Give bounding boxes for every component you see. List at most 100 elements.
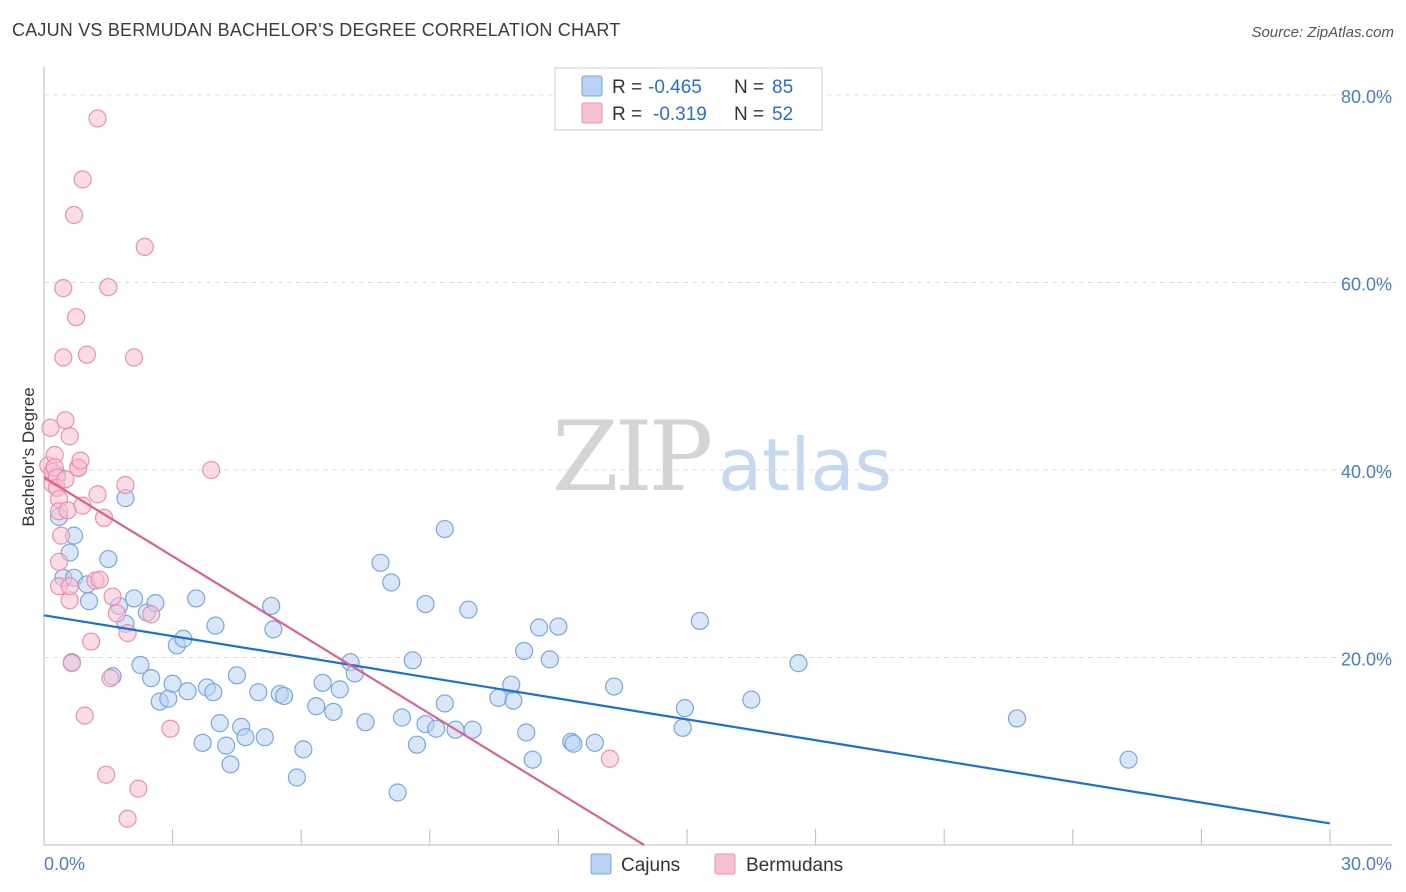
cajuns-point-17 — [142, 669, 161, 688]
y-tick-label-60: 60.0% — [1341, 275, 1392, 295]
cajuns-point-72 — [540, 650, 559, 669]
cajuns-point-24 — [178, 682, 197, 701]
cajuns-point-44 — [307, 697, 326, 716]
cajuns-point-71 — [530, 618, 549, 637]
cajuns-point-55 — [403, 651, 422, 670]
cajuns-trend-line — [43, 614, 1331, 825]
cajuns-point-75 — [564, 734, 583, 753]
cajuns-point-59 — [427, 719, 446, 738]
cajuns-point-25 — [187, 589, 206, 608]
bermudans-trend-line — [43, 476, 645, 846]
bermudans-point-31 — [82, 632, 101, 651]
legend-n-label-cajuns: N = — [734, 77, 764, 98]
legend-r-value-cajuns: -0.465 — [648, 77, 702, 98]
cajuns-point-53 — [388, 783, 407, 802]
bermudans-point-39 — [101, 669, 120, 688]
bermudans-point-21 — [62, 654, 81, 673]
cajuns-point-79 — [675, 699, 694, 718]
x-tick-labels: 0.0% 30.0% — [44, 854, 1392, 874]
bermudans-point-22 — [64, 205, 84, 225]
cajuns-point-28 — [204, 683, 223, 702]
y-tick-label-20: 20.0% — [1341, 650, 1392, 670]
bottom-swatch-cajuns — [590, 853, 612, 875]
cajuns-point-51 — [371, 553, 390, 572]
series-cajuns — [47, 465, 1138, 802]
cajuns-point-73 — [549, 617, 568, 636]
cajuns-point-70 — [523, 750, 542, 769]
cajuns-point-20 — [159, 689, 178, 708]
cajuns-point-41 — [274, 686, 294, 706]
cajuns-point-68 — [515, 641, 534, 661]
bermudans-point-14 — [54, 279, 73, 298]
bottom-legend-bermudans: Bermudans — [746, 855, 843, 876]
cajuns-point-29 — [206, 616, 225, 635]
watermark-zip: ZIP — [552, 401, 711, 513]
cajuns-point-15 — [131, 655, 150, 675]
cajuns-point-46 — [324, 702, 343, 721]
bermudans-point-12 — [52, 526, 71, 545]
source-credit: Source: ZipAtlas.com — [1251, 24, 1394, 41]
cajuns-point-58 — [416, 594, 435, 614]
cajuns-point-69 — [517, 723, 536, 742]
bermudans-point-50 — [202, 460, 221, 480]
series-legend: Cajuns Bermudans — [590, 853, 843, 876]
bermudans-point-33 — [88, 485, 107, 504]
cajuns-point-83 — [1007, 709, 1027, 728]
bermudans-point-42 — [116, 475, 135, 495]
cajuns-point-43 — [294, 740, 313, 759]
cajuns-point-36 — [249, 683, 268, 702]
cajuns-point-35 — [236, 728, 255, 747]
axes — [43, 66, 1392, 846]
cajuns-point-54 — [392, 708, 412, 727]
cajuns-point-31 — [217, 736, 236, 755]
bermudans-point-23 — [67, 308, 86, 327]
cajuns-point-30 — [210, 714, 229, 733]
legend-swatch-bermudans — [581, 102, 603, 124]
cajuns-point-78 — [673, 718, 692, 737]
cajuns-point-26 — [193, 733, 212, 752]
bermudans-point-41 — [107, 604, 126, 623]
bermudans-point-26 — [71, 451, 90, 470]
gridlines — [44, 94, 1392, 658]
y-tick-label-80: 80.0% — [1341, 87, 1392, 107]
stats-legend: R = -0.465 N = 85 R = -0.319 N = 52 — [554, 67, 823, 131]
legend-n-value-bermudans: 52 — [772, 104, 793, 125]
series-bermudans — [39, 109, 619, 828]
cajuns-point-52 — [382, 573, 401, 592]
bermudans-point-10 — [49, 552, 69, 571]
bermudans-point-20 — [60, 577, 79, 596]
cajuns-point-64 — [463, 720, 482, 739]
cajuns-point-38 — [262, 596, 281, 616]
bermudans-point-47 — [135, 237, 154, 256]
cajuns-point-56 — [407, 735, 427, 754]
cajuns-point-63 — [459, 600, 478, 619]
cajuns-point-77 — [605, 677, 624, 696]
bermudans-point-15 — [56, 411, 75, 430]
legend-r-value-bermudans: -0.319 — [653, 104, 707, 125]
cajuns-point-50 — [356, 713, 375, 732]
cajuns-point-37 — [255, 728, 274, 747]
cajuns-point-42 — [287, 768, 307, 787]
cajuns-point-67 — [504, 691, 523, 710]
legend-r-label-cajuns: R = — [612, 77, 642, 98]
bermudans-point-48 — [142, 605, 161, 624]
bermudans-point-49 — [161, 719, 180, 738]
y-tick-label-40: 40.0% — [1341, 462, 1392, 482]
bermudans-point-51 — [600, 749, 619, 768]
cajuns-point-47 — [330, 680, 349, 699]
trend-lines — [43, 476, 1331, 846]
bermudans-point-16 — [56, 470, 75, 489]
bermudans-point-35 — [90, 570, 109, 589]
bermudans-point-34 — [88, 109, 107, 128]
cajuns-point-84 — [1119, 750, 1138, 769]
x-tick-label-max: 30.0% — [1341, 854, 1392, 874]
bermudans-point-29 — [75, 706, 94, 725]
cajuns-point-14 — [124, 589, 144, 608]
cajuns-point-81 — [742, 690, 761, 709]
cajuns-point-65 — [489, 688, 508, 707]
legend-n-label-bermudans: N = — [734, 104, 764, 125]
watermark: ZIP atlas — [552, 401, 892, 513]
scatter-points — [39, 109, 1138, 828]
y-tick-labels: 20.0% 40.0% 60.0% 80.0% — [1341, 87, 1392, 670]
bermudans-point-46 — [129, 779, 148, 798]
